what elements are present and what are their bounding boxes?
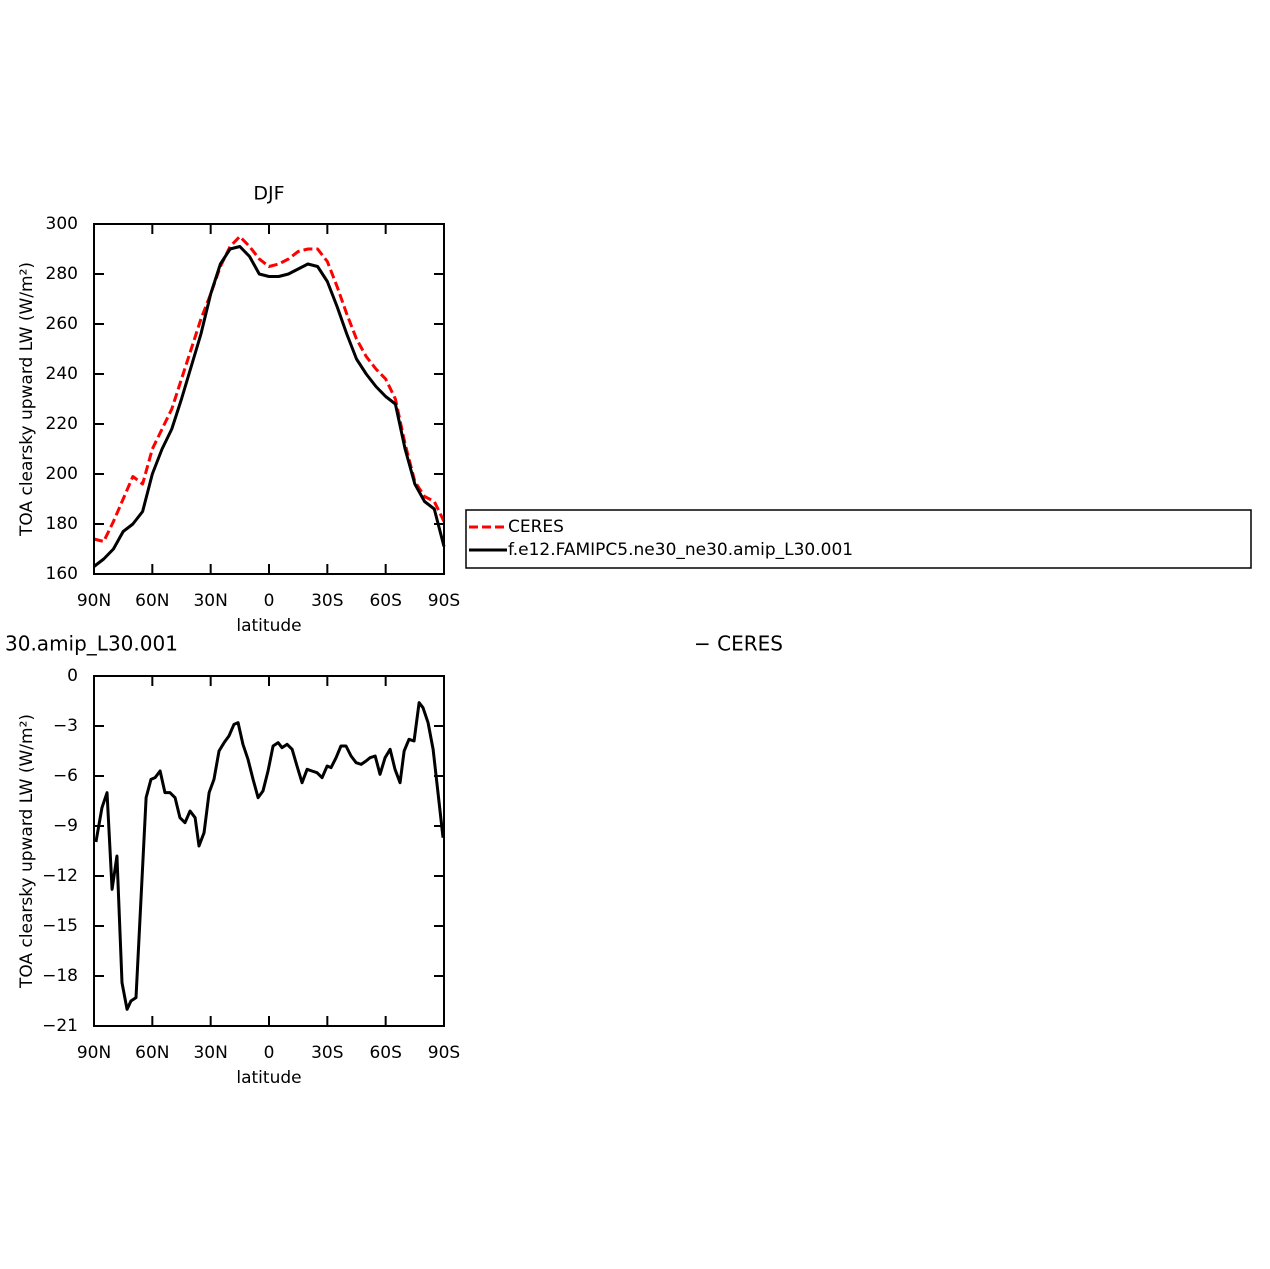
y-tick-label: −21 bbox=[42, 1016, 78, 1036]
y-tick-label: −6 bbox=[53, 766, 78, 786]
x-tick-label: 0 bbox=[264, 1043, 275, 1063]
y-tick-label: −15 bbox=[42, 916, 78, 936]
y-tick-label: −18 bbox=[42, 966, 78, 986]
x-tick-label: 90N bbox=[77, 591, 111, 611]
x-tick-label: 30S bbox=[311, 591, 343, 611]
chart-title-right: − CERES bbox=[694, 632, 783, 656]
x-tick-label: 90S bbox=[428, 1043, 460, 1063]
y-tick-label: 280 bbox=[46, 264, 78, 284]
y-tick-label: 0 bbox=[67, 666, 78, 686]
chart-title-left: 30.amip_L30.001 bbox=[5, 632, 178, 656]
y-tick-label: 160 bbox=[46, 564, 78, 584]
y-tick-label: 260 bbox=[46, 314, 78, 334]
data-line bbox=[94, 701, 445, 1011]
x-tick-label: 60S bbox=[369, 1043, 401, 1063]
x-tick-label: 60N bbox=[135, 1043, 169, 1063]
chart-title: DJF bbox=[253, 183, 284, 205]
x-axis-label: latitude bbox=[236, 616, 301, 636]
x-tick-label: 90S bbox=[428, 591, 460, 611]
x-tick-label: 0 bbox=[264, 591, 275, 611]
data-line bbox=[93, 245, 446, 568]
x-tick-label: 60N bbox=[135, 591, 169, 611]
y-tick-label: 180 bbox=[46, 514, 78, 534]
y-tick-label: 220 bbox=[46, 414, 78, 434]
y-tick-label: −9 bbox=[53, 816, 78, 836]
x-axis-label: latitude bbox=[236, 1068, 301, 1088]
y-tick-label: −3 bbox=[53, 716, 78, 736]
x-tick-label: 60S bbox=[369, 591, 401, 611]
y-axis-label: TOA clearsky upward LW (W/m²) bbox=[17, 714, 37, 989]
x-tick-label: 30N bbox=[193, 1043, 227, 1063]
legend-box bbox=[465, 509, 1252, 569]
x-tick-label: 30S bbox=[311, 1043, 343, 1063]
x-tick-label: 30N bbox=[193, 591, 227, 611]
x-tick-label: 90N bbox=[77, 1043, 111, 1063]
y-axis-label: TOA clearsky upward LW (W/m²) bbox=[17, 262, 37, 537]
legend-label: f.e12.FAMIPC5.ne30_ne30.amip_L30.001 bbox=[508, 540, 853, 560]
y-tick-label: −12 bbox=[42, 866, 78, 886]
data-line bbox=[93, 235, 446, 543]
y-tick-label: 300 bbox=[46, 214, 78, 234]
y-tick-label: 200 bbox=[46, 464, 78, 484]
y-tick-label: 240 bbox=[46, 364, 78, 384]
legend-label: CERES bbox=[508, 517, 564, 537]
